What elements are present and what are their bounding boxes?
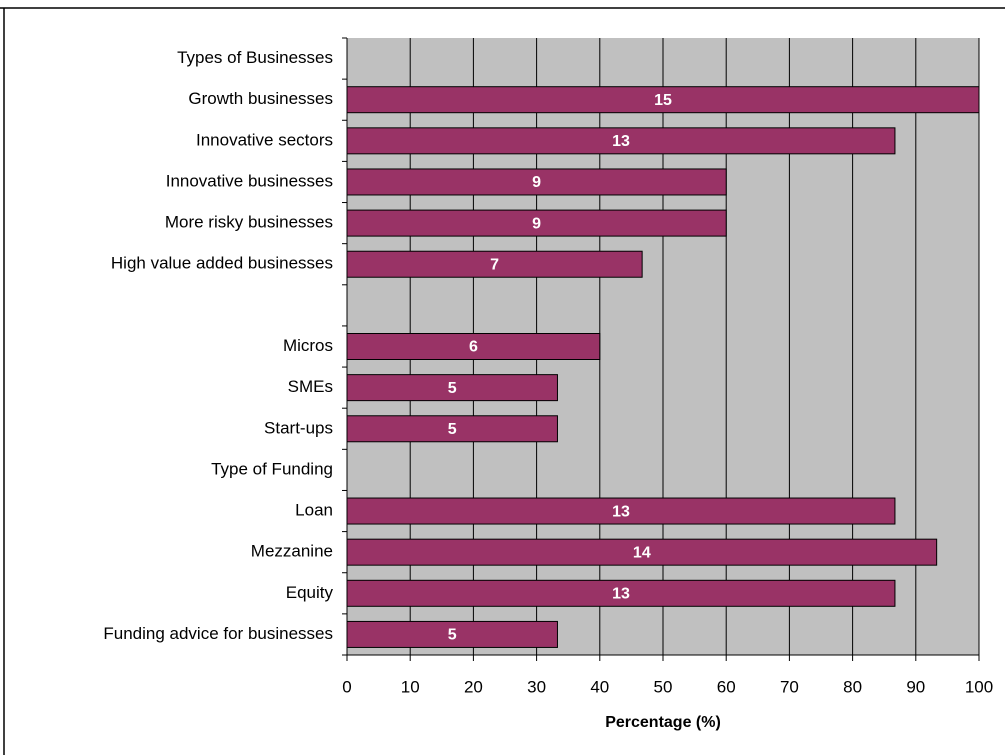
bar xyxy=(346,209,727,237)
bar xyxy=(346,86,980,114)
y-tick-label: Funding advice for businesses xyxy=(103,624,333,643)
x-tick-label: 40 xyxy=(590,677,609,696)
y-tick-label: High value added businesses xyxy=(111,254,333,273)
bar xyxy=(346,374,558,402)
data-label: 5 xyxy=(448,421,457,438)
bar xyxy=(346,620,558,648)
x-tick-label: 60 xyxy=(717,677,736,696)
bar xyxy=(346,538,938,566)
data-label: 13 xyxy=(612,503,630,520)
data-label: 5 xyxy=(448,627,457,644)
bar xyxy=(346,168,727,196)
x-tick-label: 70 xyxy=(780,677,799,696)
data-label: 14 xyxy=(633,544,651,561)
bar xyxy=(346,579,896,607)
x-tick-label: 10 xyxy=(401,677,420,696)
y-tick-label: Start-ups xyxy=(264,418,333,437)
bar xyxy=(346,415,558,443)
data-label: 5 xyxy=(448,380,457,397)
x-tick-label: 100 xyxy=(965,677,993,696)
bar xyxy=(346,250,643,278)
y-tick-label: Innovative businesses xyxy=(166,171,333,190)
y-tick-label: Innovative sectors xyxy=(196,130,333,149)
data-label: 6 xyxy=(469,339,478,356)
y-tick-label: Micros xyxy=(283,336,333,355)
x-tick-label: 0 xyxy=(342,677,351,696)
x-axis-title: Percentage (%) xyxy=(605,714,721,731)
x-tick-label: 90 xyxy=(906,677,925,696)
y-tick-label: Type of Funding xyxy=(211,459,333,478)
x-tick-label: 50 xyxy=(654,677,673,696)
x-tick-label: 20 xyxy=(464,677,483,696)
y-tick-label: Equity xyxy=(286,583,334,602)
x-tick-label: 30 xyxy=(527,677,546,696)
y-tick-label: Types of Businesses xyxy=(177,48,333,67)
y-tick-label: Loan xyxy=(295,501,333,520)
data-label: 15 xyxy=(654,92,672,109)
y-tick-label: More risky businesses xyxy=(165,213,333,232)
data-label: 13 xyxy=(612,586,630,603)
data-label: 13 xyxy=(612,133,630,150)
bar xyxy=(346,127,896,155)
y-tick-label: Growth businesses xyxy=(188,89,333,108)
x-tick-label: 80 xyxy=(843,677,862,696)
data-label: 7 xyxy=(490,256,499,273)
bar xyxy=(346,497,896,525)
bar xyxy=(346,333,601,360)
data-label: 9 xyxy=(532,215,541,232)
y-tick-label: Mezzanine xyxy=(251,542,333,561)
y-tick-label: SMEs xyxy=(288,377,333,396)
data-label: 9 xyxy=(532,174,541,191)
